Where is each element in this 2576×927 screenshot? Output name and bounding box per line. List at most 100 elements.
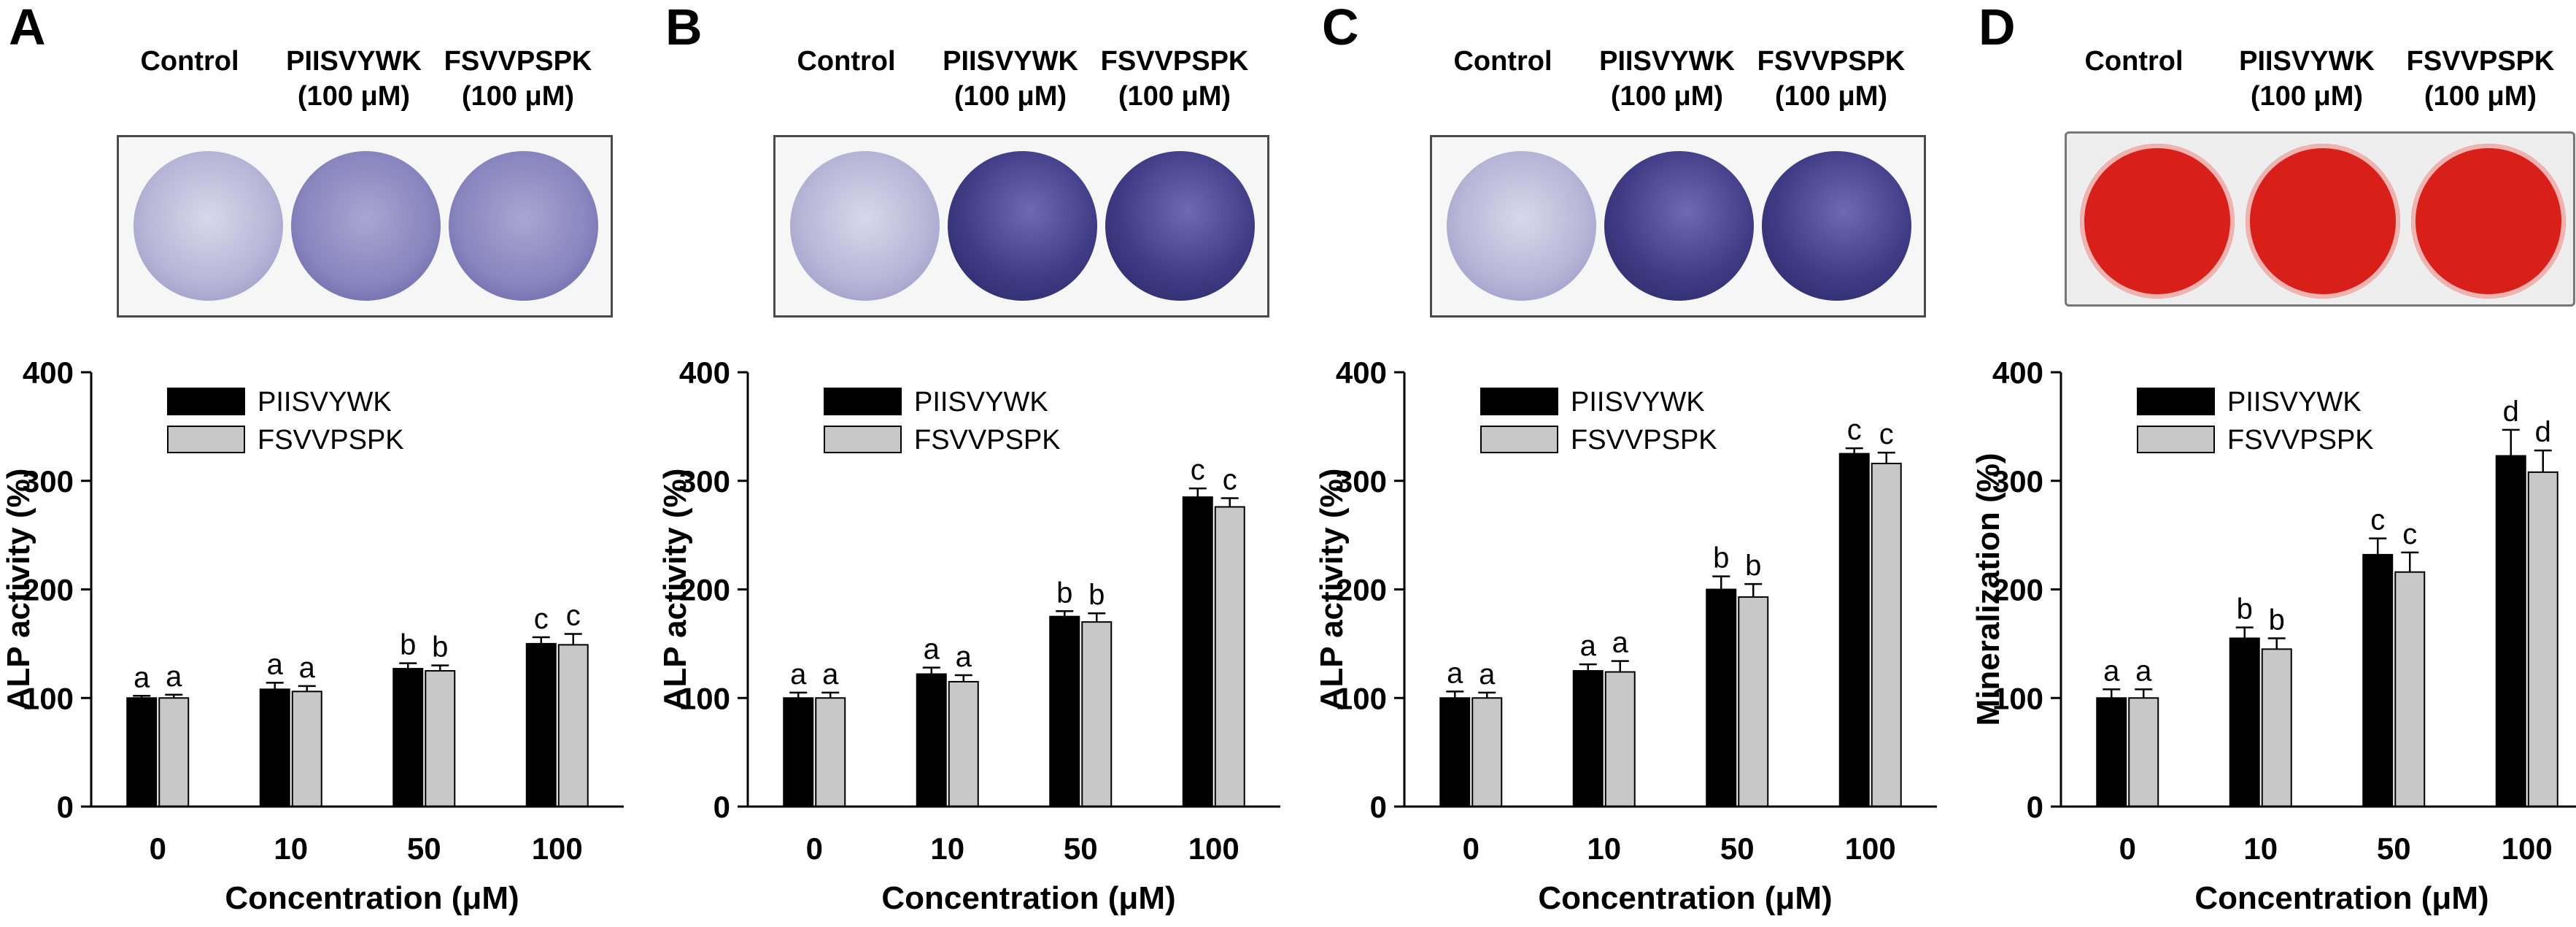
bar xyxy=(392,668,424,808)
bar xyxy=(815,697,846,807)
well-label-name: FSVVPSPK xyxy=(1100,46,1249,77)
well-label: Control xyxy=(759,44,934,79)
y-tick-label: 0 xyxy=(2027,790,2043,824)
significance-label: c xyxy=(1847,414,1862,446)
significance-label: b xyxy=(432,631,448,663)
significance-label: a xyxy=(1447,657,1463,689)
well-label-conc: (100 μM) xyxy=(1610,81,1724,112)
x-tick-label: 50 xyxy=(1064,831,1098,866)
well-fsvvpspk xyxy=(449,151,598,301)
bar xyxy=(557,644,589,807)
y-tick-label: 100 xyxy=(23,681,74,715)
x-tick-label: 10 xyxy=(2243,831,2278,866)
significance-label: b xyxy=(1088,579,1105,611)
bar xyxy=(916,673,947,808)
legend-label: FSVVPSPK xyxy=(914,425,1061,455)
well-label: PIISVYWK (100 μM) xyxy=(266,44,441,114)
y-tick-label: 300 xyxy=(679,464,730,499)
bar xyxy=(1706,588,1737,807)
well-label-name: Control xyxy=(797,46,896,77)
bar xyxy=(425,670,456,807)
legend-swatch xyxy=(2137,426,2215,453)
well-label-name: PIISVYWK xyxy=(286,46,422,77)
well-label-conc: (100 μM) xyxy=(2250,81,2364,112)
well-label-conc: (100 μM) xyxy=(954,81,1067,112)
bar xyxy=(783,697,814,807)
significance-label: a xyxy=(956,641,972,673)
legend-label: PIISVYWK xyxy=(1571,387,1705,418)
panel-letter: A xyxy=(9,0,46,55)
x-tick-label: 50 xyxy=(407,831,441,866)
legend-swatch xyxy=(824,426,902,453)
bar xyxy=(1838,453,1870,807)
bar xyxy=(1439,697,1471,807)
y-tick-label: 400 xyxy=(679,355,730,390)
well-label-name: PIISVYWK xyxy=(2239,46,2375,77)
panel-letter: D xyxy=(1979,0,2016,55)
y-tick-label: 300 xyxy=(1336,464,1387,499)
well-control xyxy=(1447,151,1596,301)
legend-label: FSVVPSPK xyxy=(1571,425,1717,455)
panel-c: C Control PIISVYWK (100 μM) FSVVPSPK (100 … xyxy=(1313,0,1957,927)
well-label-conc: (100 μM) xyxy=(461,81,575,112)
panel-a: A Control PIISVYWK (100 μM) FSVVPSPK (100 … xyxy=(0,0,643,927)
x-tick-label: 100 xyxy=(2502,831,2553,866)
y-tick-label: 100 xyxy=(1992,681,2043,715)
legend-swatch xyxy=(2137,388,2215,415)
x-tick-label: 0 xyxy=(806,831,823,866)
well-label-name: FSVVPSPK xyxy=(444,46,592,77)
y-tick-label: 100 xyxy=(1336,681,1387,715)
well-label-name: Control xyxy=(1453,46,1552,77)
legend-label: PIISVYWK xyxy=(2227,387,2362,418)
bar xyxy=(126,697,158,807)
bar xyxy=(2495,455,2526,807)
bar xyxy=(259,688,290,807)
well-plate-image xyxy=(2065,131,2575,307)
well-label-name: PIISVYWK xyxy=(943,46,1078,77)
y-tick-label: 200 xyxy=(23,573,74,607)
legend-swatch xyxy=(167,388,245,415)
x-tick-label: 10 xyxy=(1587,831,1621,866)
significance-label: c xyxy=(1191,454,1205,486)
bar xyxy=(2229,637,2260,807)
significance-label: b xyxy=(1713,542,1729,574)
panel-d: D Control PIISVYWK (100 μM) FSVVPSPK (100 … xyxy=(1970,0,2576,927)
significance-label: c xyxy=(534,603,549,635)
y-axis-title: ALP activity (%) xyxy=(1314,469,1350,711)
well-label-name: Control xyxy=(2084,46,2184,77)
y-tick-label: 300 xyxy=(1992,464,2043,499)
x-axis-title: Concentration (μM) xyxy=(225,880,519,916)
well-piisvywk xyxy=(948,151,1097,301)
significance-label: a xyxy=(2135,655,2152,687)
significance-label: c xyxy=(1879,418,1894,450)
y-axis-title: ALP activity (%) xyxy=(657,469,693,711)
well-label-name: FSVVPSPK xyxy=(1757,46,1906,77)
y-tick-label: 200 xyxy=(1992,573,2043,607)
x-tick-label: 50 xyxy=(1720,831,1755,866)
y-tick-label: 0 xyxy=(57,790,74,824)
well-label-name: PIISVYWK xyxy=(1599,46,1735,77)
x-tick-label: 10 xyxy=(274,831,308,866)
well-fsvvpspk xyxy=(1105,151,1255,301)
significance-label: a xyxy=(134,661,150,693)
legend-swatch xyxy=(167,426,245,453)
legend-swatch xyxy=(1480,426,1558,453)
bar xyxy=(1871,462,1902,807)
bar xyxy=(1214,506,1245,807)
well-label-conc: (100 μM) xyxy=(1118,81,1231,112)
x-axis-title: Concentration (μM) xyxy=(2194,880,2488,916)
bar xyxy=(1049,615,1080,807)
well-control xyxy=(134,151,283,301)
x-tick-label: 0 xyxy=(1463,831,1480,866)
well-label: PIISVYWK (100 μM) xyxy=(2219,44,2394,114)
x-axis-title: Concentration (μM) xyxy=(1538,880,1832,916)
significance-label: c xyxy=(1223,464,1237,496)
bar xyxy=(2261,648,2292,807)
significance-label: c xyxy=(2370,504,2385,536)
significance-label: a xyxy=(790,658,807,691)
y-tick-label: 100 xyxy=(679,681,730,715)
y-tick-label: 300 xyxy=(23,464,74,499)
panel-b: B Control PIISVYWK (100 μM) FSVVPSPK (100 … xyxy=(657,0,1300,927)
well-label-conc: (100 μM) xyxy=(2424,81,2537,112)
